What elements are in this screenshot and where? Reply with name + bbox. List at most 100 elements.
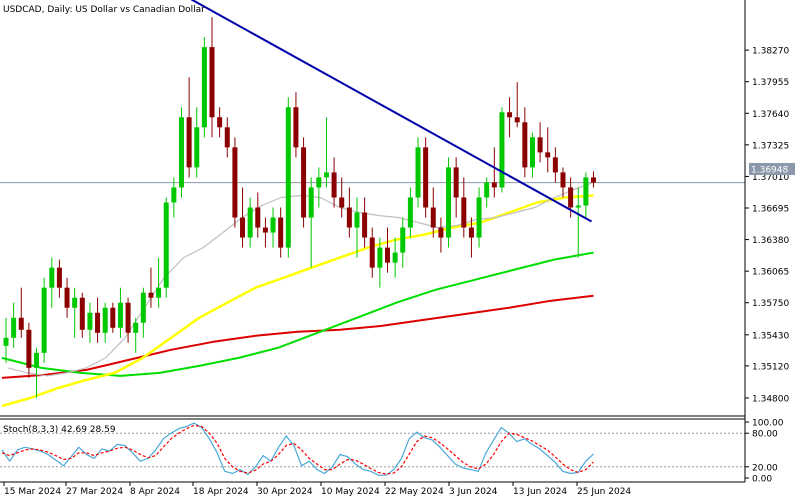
price-tick-label-3: 1.37325 — [752, 141, 789, 151]
date-label-1: 27 Mar 2024 — [66, 487, 123, 497]
current-price-box — [749, 163, 795, 175]
ma-fast-line — [7, 181, 594, 377]
price-tick-label-2: 1.37640 — [752, 110, 789, 120]
candle-body-18 — [140, 292, 146, 323]
candle-body-3 — [26, 329, 32, 368]
candle-body-43 — [331, 172, 337, 198]
candle-body-23 — [178, 117, 184, 188]
candle-body-38 — [293, 107, 299, 148]
time-axis: 15 Mar 2024 27 Mar 2024 8 Apr 2024 18 Apr 2… — [3, 482, 631, 497]
trendline-layer — [190, 0, 592, 223]
candle-body-32 — [247, 207, 253, 238]
candle-body-70 — [537, 137, 543, 153]
candle-body-14 — [110, 307, 116, 328]
candle-body-6 — [49, 267, 55, 288]
candle-body-51 — [392, 252, 398, 263]
candle-body-54 — [415, 147, 421, 198]
candle-body-5 — [41, 287, 47, 353]
candle-body-26 — [201, 47, 207, 128]
stoch-level-label-0: 100.00 — [752, 419, 784, 429]
moving-averages — [1, 181, 594, 408]
price-tick-label-4: 1.37010 — [752, 173, 789, 183]
stoch-label: Stoch(8,3,3) 42.69 28.59 — [3, 425, 116, 435]
candle-body-63 — [484, 182, 490, 198]
price-tick-label-5: 1.36695 — [752, 205, 789, 215]
date-label-7: 3 Jun 2024 — [449, 487, 498, 497]
current-price-label: 1.36948 — [751, 166, 788, 176]
candle-body-21 — [163, 202, 169, 288]
candle-body-11 — [87, 312, 93, 330]
candle-body-17 — [133, 322, 139, 333]
stoch-signal-line — [1, 424, 594, 475]
candle-body-30 — [232, 147, 238, 218]
candle-body-4 — [34, 352, 40, 368]
candle-body-9 — [72, 297, 78, 308]
candle-body-16 — [125, 302, 131, 333]
candle-body-59 — [453, 167, 459, 198]
candle-body-19 — [148, 292, 154, 298]
price-tick-label-8: 1.35750 — [752, 299, 789, 309]
stoch-level-label-1: 80.00 — [752, 430, 778, 440]
candle-body-1 — [11, 317, 17, 338]
candle-body-62 — [476, 197, 482, 238]
price-axis: 1.38270 1.37955 1.37640 1.37325 1.37010 1.366… — [745, 47, 789, 404]
ma-100-line — [1, 251, 594, 377]
price-tick-label-10: 1.35120 — [752, 362, 789, 372]
candle-body-52 — [400, 227, 406, 253]
candle-body-28 — [217, 117, 223, 128]
candle-body-55 — [423, 147, 429, 208]
stoch-main-line — [1, 422, 594, 476]
candle-body-66 — [507, 112, 513, 118]
candle-body-65 — [499, 112, 505, 188]
price-tick-label-0: 1.38270 — [752, 47, 789, 57]
price-tick-label-9: 1.35430 — [752, 331, 789, 341]
candle-body-12 — [95, 312, 101, 333]
candle-body-34 — [262, 227, 268, 233]
candle-body-50 — [385, 247, 390, 263]
candle-body-72 — [552, 157, 558, 173]
candle-body-61 — [468, 227, 474, 238]
chart-title: USDCAD, Daily: US Dollar vs Canadian Dol… — [3, 5, 205, 15]
candle-body-33 — [255, 207, 261, 228]
candle-body-57 — [438, 227, 444, 238]
stoch-level-label-2: 20.00 — [752, 463, 778, 473]
candle-body-49 — [377, 247, 383, 268]
candle-body-58 — [446, 167, 452, 238]
candle-body-71 — [545, 152, 551, 158]
candle-body-64 — [491, 182, 497, 188]
candle-body-10 — [79, 297, 85, 330]
candle-body-29 — [224, 127, 230, 148]
candle-body-48 — [369, 237, 375, 268]
ma-200-line — [1, 294, 594, 379]
candle-body-76 — [583, 177, 589, 206]
candle-body-42 — [323, 172, 329, 178]
candle-body-74 — [568, 187, 574, 208]
candle-body-39 — [301, 147, 307, 218]
price-tick-label-7: 1.36065 — [752, 268, 789, 278]
candle-body-24 — [186, 117, 192, 168]
candle-body-7 — [56, 267, 62, 288]
date-label-2: 8 Apr 2024 — [130, 487, 180, 497]
candle-body-0 — [3, 337, 9, 346]
date-label-3: 18 Apr 2024 — [193, 487, 249, 497]
candle-body-31 — [240, 217, 246, 238]
candle-body-77 — [591, 177, 597, 183]
date-label-9: 25 Jun 2024 — [577, 487, 631, 497]
candle-body-40 — [308, 187, 314, 218]
stoch-level-label-3: 0.00 — [752, 475, 772, 485]
date-label-4: 30 Apr 2024 — [257, 487, 313, 497]
price-tick-label-11: 1.34800 — [752, 394, 789, 404]
candle-body-68 — [522, 122, 528, 168]
candle-body-60 — [461, 197, 467, 228]
date-label-5: 10 May 2024 — [321, 487, 380, 497]
candle-body-44 — [339, 197, 345, 208]
candles — [3, 17, 597, 398]
candle-body-20 — [156, 287, 162, 298]
candle-body-22 — [171, 187, 177, 203]
candle-body-46 — [354, 212, 360, 228]
candle-body-69 — [529, 137, 535, 168]
candle-body-8 — [64, 287, 70, 308]
